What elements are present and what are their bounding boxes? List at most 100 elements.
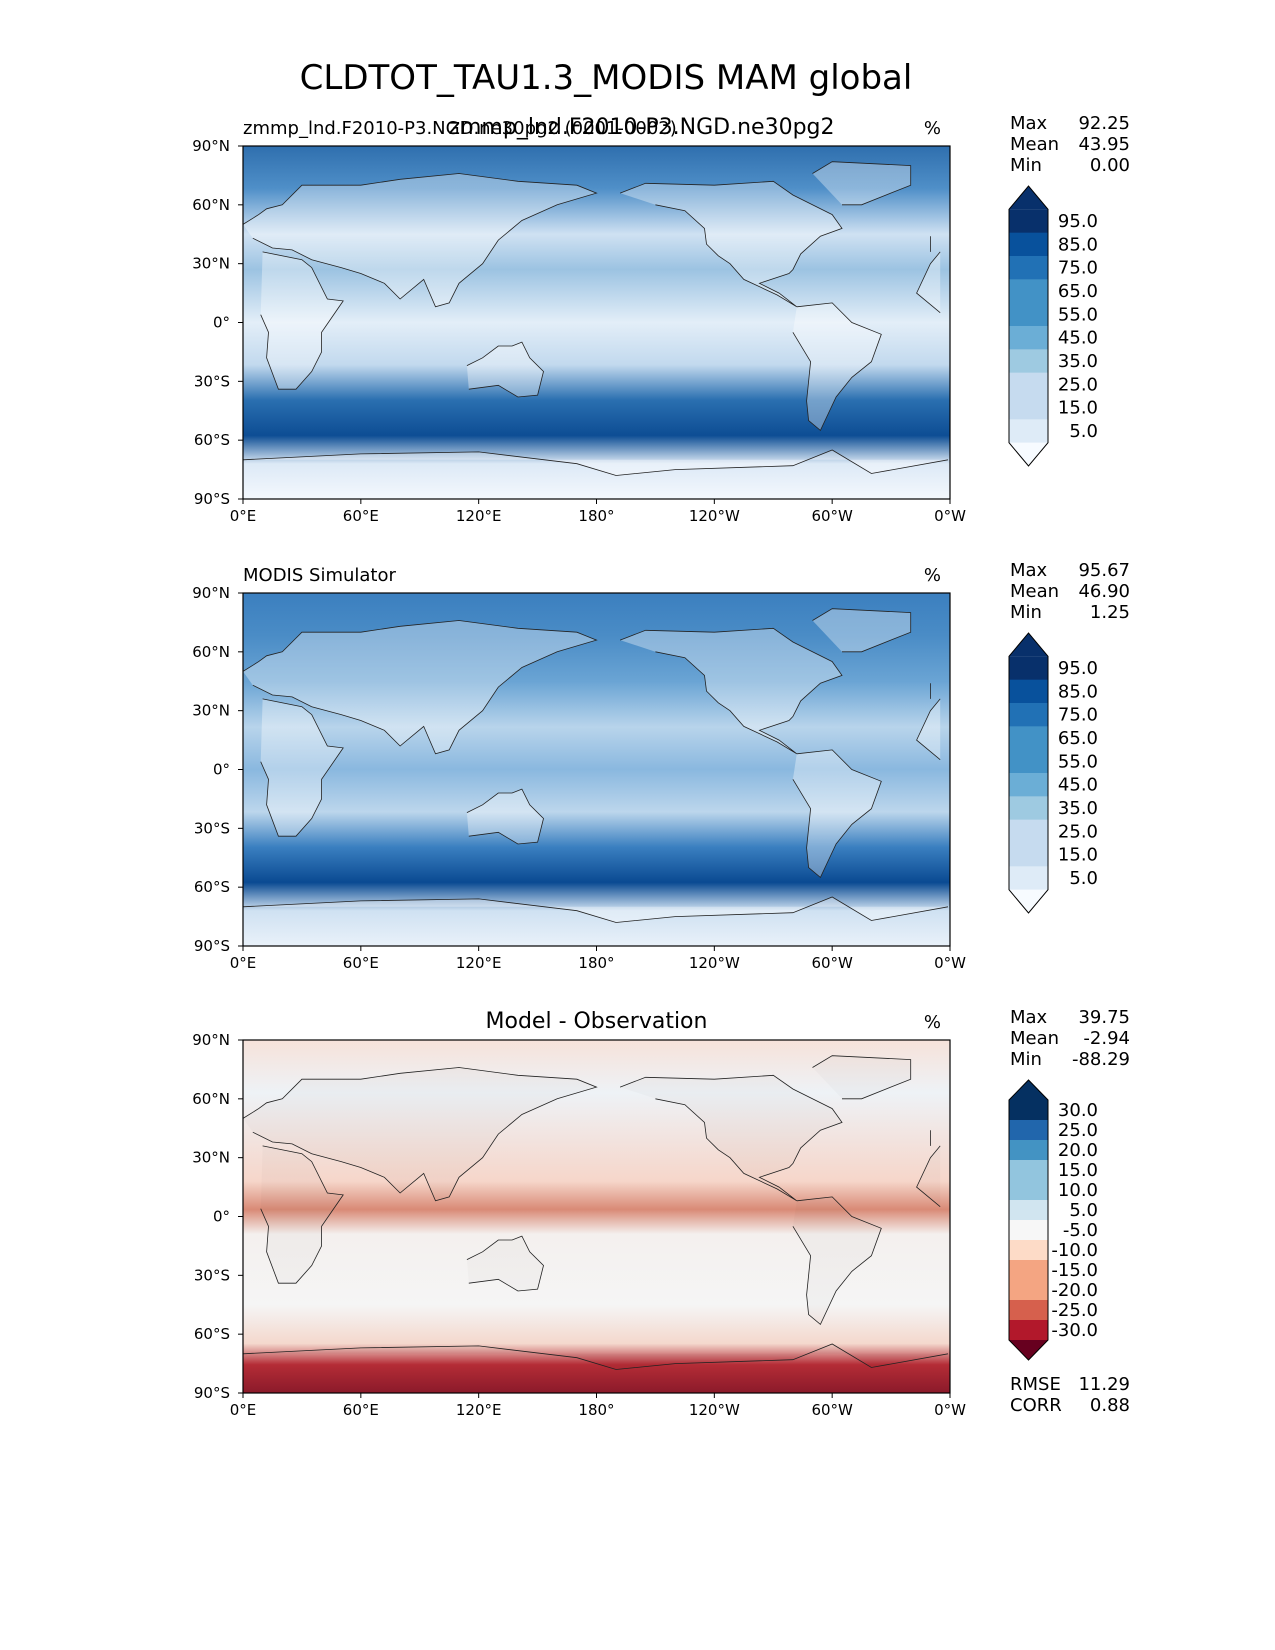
stat-label: Max: [1010, 560, 1048, 581]
colorbar-segment: [1009, 1300, 1048, 1321]
colorbar-tick-label: 45.0: [1058, 328, 1098, 349]
colorbar-tick-label: 15.0: [1058, 398, 1098, 419]
colorbar-segment: [1009, 1260, 1048, 1281]
colorbar-segment: [1009, 703, 1048, 727]
colorbar-tick-label: 25.0: [1058, 1120, 1098, 1141]
panel-test: 0°E 60°E 120°E 180° 120°W 60°W 0°W 90°N 60°N 30°N…: [192, 113, 1130, 525]
colorbar-segment: [1009, 1220, 1048, 1241]
y-tick-label: 90°S: [194, 937, 230, 955]
colorbar-tick-label: 55.0: [1058, 304, 1098, 325]
continent: [243, 620, 931, 755]
colorbar-segment: [1009, 419, 1048, 444]
y-tick-label: 30°S: [194, 1266, 230, 1284]
colorbar-tick-label: 65.0: [1058, 728, 1098, 749]
continent: [260, 1145, 941, 1284]
coastlines: [243, 161, 949, 476]
stat-value: 46.90: [1078, 581, 1130, 602]
stat-label: CORR: [1010, 1395, 1062, 1416]
stat-label: Min: [1010, 155, 1042, 176]
colorbar-segment: [1009, 442, 1048, 466]
continent: [243, 896, 949, 923]
colorbar-tick-label: 35.0: [1058, 351, 1098, 372]
coastlines: [243, 608, 949, 923]
y-tick-label: 30°S: [194, 819, 230, 837]
panel-left-label: MODIS Simulator: [243, 565, 396, 586]
y-tick-label: 60°N: [192, 643, 230, 661]
colorbar-tick-label: -25.0: [1051, 1300, 1098, 1321]
colorbar-segment: [1009, 209, 1048, 234]
colorbar-segment: [1009, 1320, 1048, 1341]
colorbar-tick-label: 65.0: [1058, 281, 1098, 302]
y-tick-label: 60°N: [192, 1090, 230, 1108]
continent: [466, 1235, 544, 1292]
x-tick-label: 60°W: [811, 1401, 853, 1419]
x-tick-label: 60°E: [343, 954, 379, 972]
colorbar-segment: [1009, 773, 1048, 797]
colorbar-segment: [1009, 866, 1048, 891]
panel-units: %: [924, 118, 941, 139]
colorbar-outline: [1008, 632, 1049, 914]
x-tick-label: 0°W: [934, 507, 966, 525]
colorbar-segment: [1009, 279, 1048, 304]
colorbar-segment: [1009, 232, 1048, 257]
continent: [243, 1343, 949, 1370]
stat-value: 95.67: [1078, 560, 1130, 581]
colorbar-segment: [1009, 726, 1048, 751]
colorbar-tick-label: -10.0: [1051, 1240, 1098, 1261]
y-tick-label: 30°S: [194, 372, 230, 390]
stat-label: Max: [1010, 113, 1048, 134]
stat-value: -2.94: [1083, 1028, 1130, 1049]
colorbar-segment: [1009, 1160, 1048, 1181]
y-tick-label: 60°S: [194, 1325, 230, 1343]
colorbar-outline: [1008, 185, 1049, 467]
colorbar-tick-label: 95.0: [1058, 211, 1098, 232]
stat-label: Mean: [1010, 581, 1059, 602]
map-field: [243, 146, 950, 499]
colorbar-tick-label: 25.0: [1058, 374, 1098, 395]
figure-title: CLDTOT_TAU1.3_MODIS MAM global: [300, 58, 913, 98]
x-tick-label: 120°E: [456, 507, 502, 525]
x-tick-label: 120°W: [689, 954, 740, 972]
stat-value: 11.29: [1078, 1374, 1130, 1395]
stat-value: 0.88: [1090, 1395, 1130, 1416]
colorbar-segment: [1009, 679, 1048, 704]
colorbar: 30.025.020.015.010.05.0-5.0-10.0-15.0-20…: [1008, 1079, 1098, 1361]
continent: [619, 180, 843, 308]
colorbar-segment: [1009, 656, 1048, 681]
x-tick-label: 0°E: [230, 954, 257, 972]
colorbar-tick-label: 55.0: [1058, 751, 1098, 772]
colorbar-segment: [1009, 1140, 1048, 1161]
continent: [792, 302, 882, 432]
stat-value: 43.95: [1078, 134, 1130, 155]
colorbar-tick-label: 35.0: [1058, 798, 1098, 819]
continent: [812, 161, 912, 206]
continent: [243, 1067, 931, 1202]
continent: [243, 449, 949, 476]
colorbar-tick-label: 5.0: [1069, 868, 1098, 889]
panel-reference: 0°E 60°E 120°E 180° 120°W 60°W 0°W 90°N 60°N 30°N…: [192, 560, 1130, 972]
y-tick-label: 60°N: [192, 196, 230, 214]
continent: [812, 608, 912, 653]
colorbar-segment: [1009, 372, 1048, 397]
colorbar-segment: [1009, 326, 1048, 350]
x-tick-label: 60°W: [811, 507, 853, 525]
colorbar-tick-label: 75.0: [1058, 705, 1098, 726]
x-tick-label: 180°: [578, 954, 614, 972]
stat-value: 92.25: [1078, 113, 1130, 134]
map-field: [243, 1040, 950, 1393]
panel-title: Model - Observation: [486, 1009, 708, 1034]
y-tick-label: 90°S: [194, 490, 230, 508]
colorbar-segment: [1009, 633, 1048, 657]
x-tick-label: 0°W: [934, 1401, 966, 1419]
colorbar-tick-label: -30.0: [1051, 1320, 1098, 1341]
colorbar: 95.085.0 75.065.055.0 45.035.025.0 15.05.0: [1008, 632, 1098, 914]
y-tick-label: 30°N: [192, 1149, 230, 1167]
colorbar-tick-label: 45.0: [1058, 775, 1098, 796]
continent: [619, 1074, 843, 1202]
colorbar-segment: [1009, 796, 1048, 821]
stat-value: 39.75: [1078, 1007, 1130, 1028]
colorbar-tick-label: 95.0: [1058, 658, 1098, 679]
panel-left-label: zmmp_lnd.F2010-P3.NGD.ne30pg2 (0001-0002…: [243, 118, 677, 139]
continent: [792, 1196, 882, 1326]
